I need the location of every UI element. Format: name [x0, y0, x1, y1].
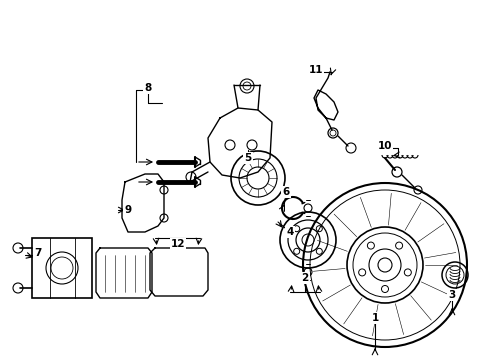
Polygon shape	[150, 248, 207, 296]
Text: 7: 7	[34, 248, 41, 258]
Text: 5: 5	[244, 153, 251, 163]
Text: 2: 2	[301, 273, 308, 283]
Text: 1: 1	[370, 313, 378, 323]
Text: 9: 9	[124, 205, 131, 215]
Text: 8: 8	[144, 83, 151, 93]
Text: 12: 12	[170, 239, 185, 249]
Text: 4: 4	[286, 227, 293, 237]
Text: 6: 6	[282, 187, 289, 197]
Text: 11: 11	[308, 65, 323, 75]
Text: 10: 10	[377, 141, 391, 151]
Text: 3: 3	[447, 290, 455, 300]
Polygon shape	[96, 248, 152, 298]
